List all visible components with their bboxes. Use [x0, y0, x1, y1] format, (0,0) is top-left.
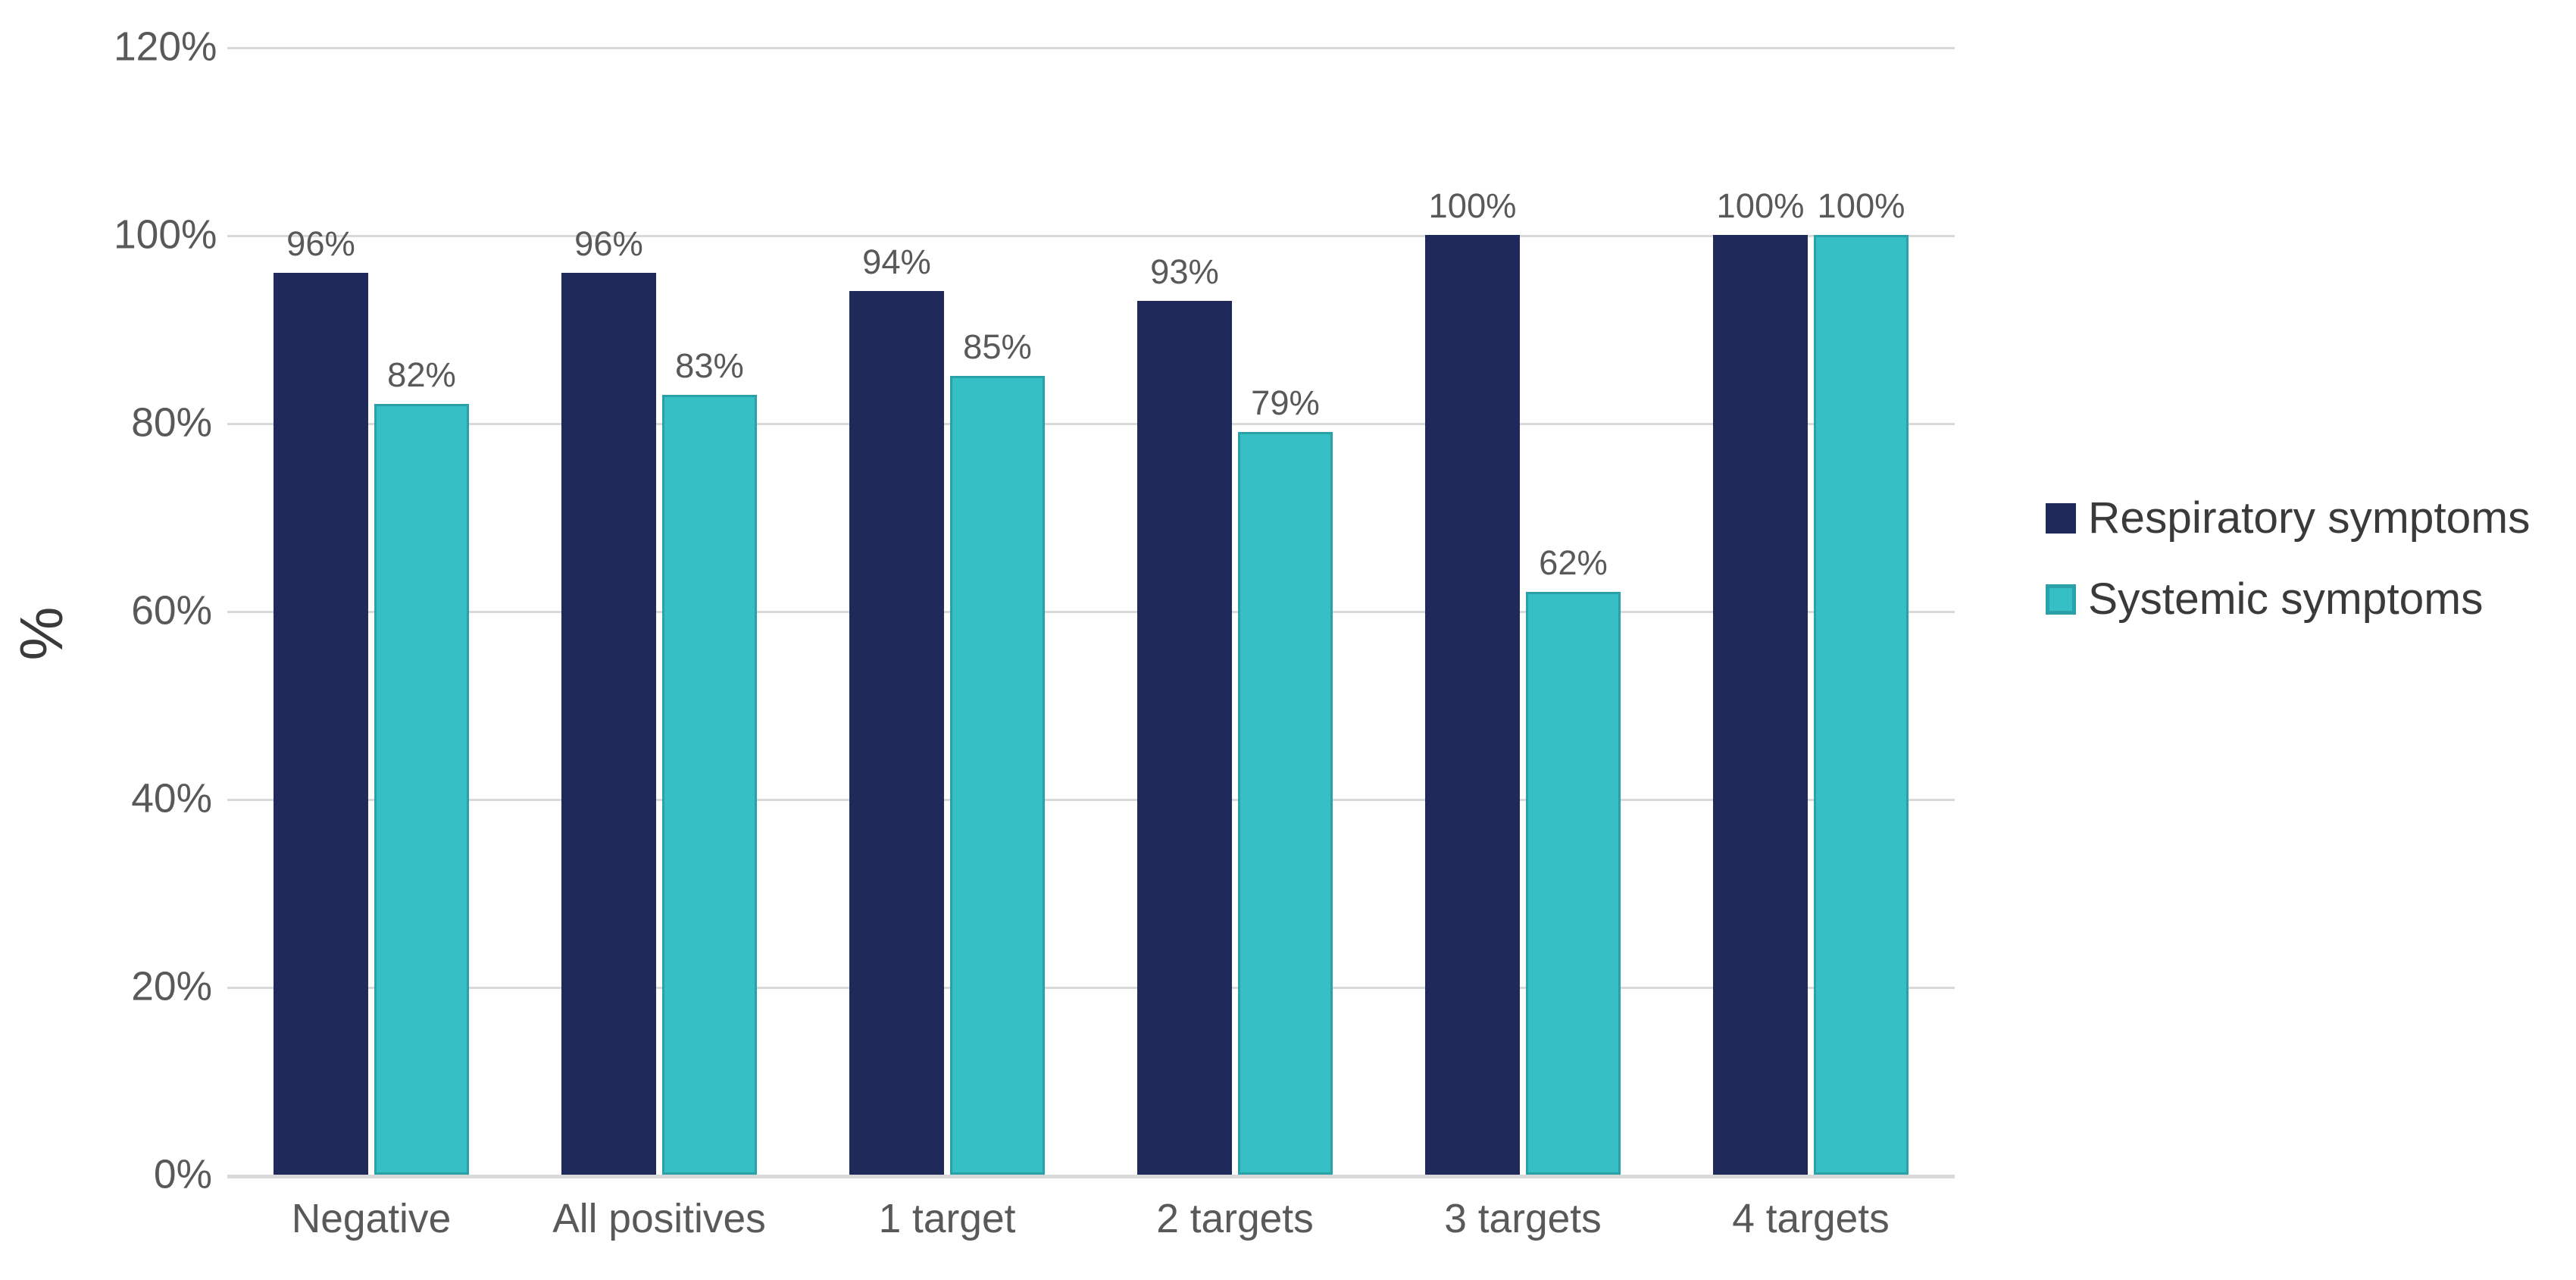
x-axis-baseline: [227, 1175, 1955, 1178]
bar-border: [1526, 592, 1621, 1175]
data-label: 96%: [286, 224, 355, 264]
y-tick-label: 60%: [114, 588, 212, 634]
legend-item: Respiratory symptoms: [2046, 493, 2530, 543]
y-axis-title: %: [7, 606, 77, 660]
data-label: 62%: [1539, 543, 1608, 583]
bar: [274, 273, 368, 1175]
data-label: 94%: [862, 243, 931, 282]
y-tick-label: 120%: [114, 24, 212, 70]
y-tick-label: 0%: [114, 1152, 212, 1198]
bar-border: [950, 376, 1045, 1175]
data-label: 82%: [387, 355, 456, 395]
y-tick-label: 20%: [114, 964, 212, 1010]
x-tick-label: Negative: [292, 1196, 451, 1242]
x-tick-label: All positives: [552, 1196, 766, 1242]
data-label: 100%: [1818, 186, 1905, 226]
data-label: 83%: [675, 346, 744, 386]
bar: [849, 291, 944, 1175]
data-label: 85%: [963, 327, 1032, 367]
x-tick-label: 1 target: [879, 1196, 1016, 1242]
y-tick-label: 40%: [114, 776, 212, 822]
x-tick-label: 4 targets: [1732, 1196, 1890, 1242]
data-label: 79%: [1251, 383, 1320, 423]
bar-border: [1238, 432, 1333, 1175]
x-tick-label: 2 targets: [1156, 1196, 1314, 1242]
bar-border: [374, 404, 469, 1175]
legend-swatch: [2046, 503, 2076, 534]
y-tick-label: 100%: [114, 212, 212, 258]
plot-area: [227, 47, 1955, 1175]
symptoms-bar-chart: % Respiratory symptomsSystemic symptoms …: [0, 0, 2576, 1280]
bar: [1137, 301, 1232, 1175]
bar-border: [1814, 235, 1909, 1175]
legend-label: Respiratory symptoms: [2088, 493, 2530, 543]
data-label: 93%: [1150, 252, 1219, 292]
legend-item: Systemic symptoms: [2046, 574, 2530, 624]
gridline: [227, 423, 1955, 425]
data-label: 96%: [574, 224, 643, 264]
bar-border: [662, 395, 757, 1175]
bar: [1425, 235, 1520, 1175]
bar: [561, 273, 656, 1175]
data-label: 100%: [1429, 186, 1517, 226]
y-tick-label: 80%: [114, 400, 212, 446]
legend-label: Systemic symptoms: [2088, 574, 2483, 624]
x-tick-label: 3 targets: [1444, 1196, 1602, 1242]
gridline: [227, 611, 1955, 613]
gridline: [227, 799, 1955, 801]
bar: [1713, 235, 1808, 1175]
legend-swatch: [2046, 584, 2076, 615]
data-label: 100%: [1717, 186, 1805, 226]
gridline: [227, 987, 1955, 989]
gridline: [227, 47, 1955, 49]
gridline: [227, 235, 1955, 237]
legend: Respiratory symptoms Systemic symptoms: [2046, 493, 2530, 655]
